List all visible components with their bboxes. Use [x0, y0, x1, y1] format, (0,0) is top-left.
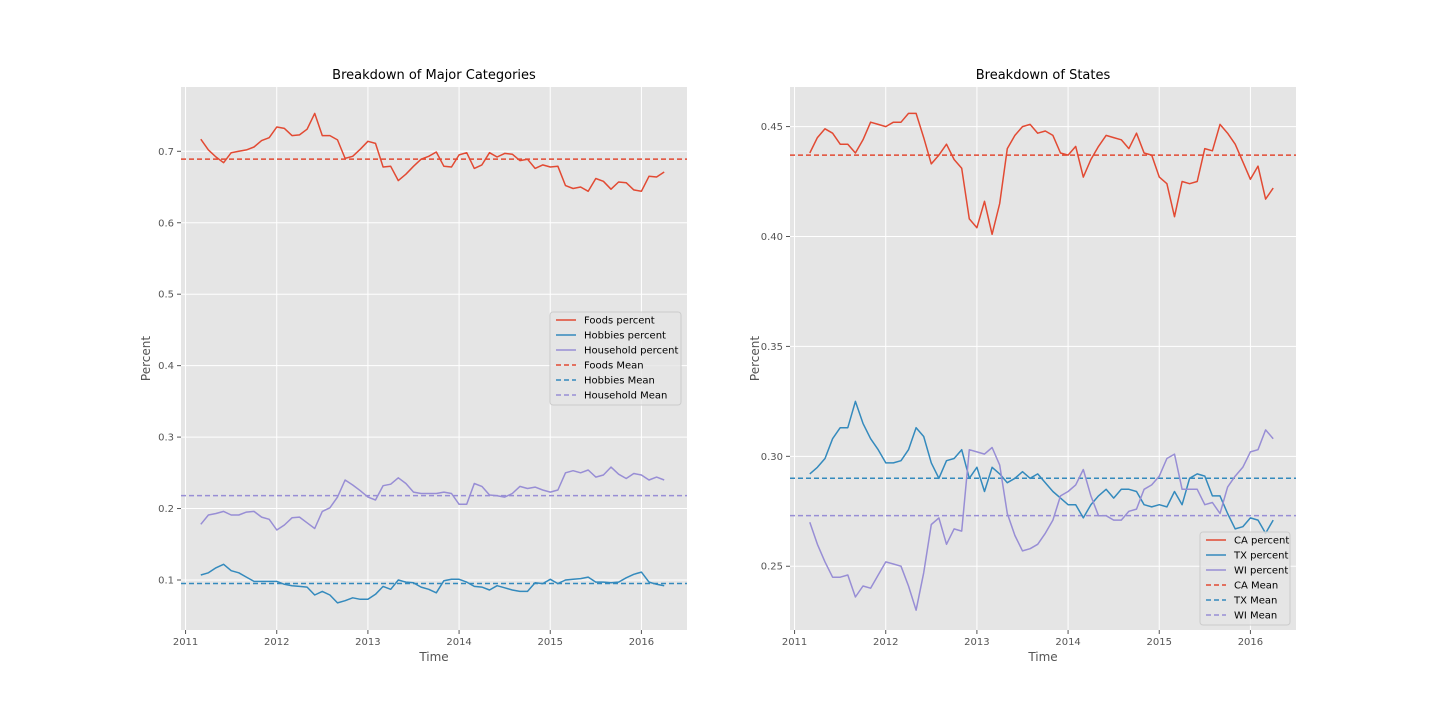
legend-label: Foods percent [584, 316, 655, 327]
x-tick-label: 2012 [873, 637, 898, 648]
series-line-2 [809, 400, 1274, 535]
x-axis-label: Time [418, 650, 448, 664]
legend-label: CA percent [1234, 536, 1289, 547]
y-tick-label: 0.7 [158, 147, 174, 158]
y-tick-label: 0.25 [761, 562, 783, 573]
legend-label: CA Mean [1234, 581, 1278, 592]
x-tick-label: 2013 [964, 637, 989, 648]
y-tick-label: 0.6 [158, 218, 174, 229]
y-axis-label: Percent [748, 336, 762, 381]
y-tick-label: 0.5 [158, 290, 174, 301]
chart-title: Breakdown of States [976, 68, 1111, 83]
chart-panel-1: 0.1 0.2 0.3 0.4 0.5 0.6 0.7 2011 2012 2013 2014 201… [139, 68, 687, 664]
x-tick-label: 2014 [1055, 637, 1080, 648]
legend-label: Foods Mean [584, 361, 644, 372]
legend-label: WI Mean [1234, 611, 1277, 622]
x-axis-label: Time [1027, 650, 1057, 664]
legend-label: Household percent [584, 346, 678, 357]
x-tick-label: 2012 [264, 637, 289, 648]
legend-label: WI percent [1234, 566, 1288, 577]
x-tick-label: 2011 [173, 637, 198, 648]
y-tick-label: 0.2 [158, 504, 174, 515]
series-line-1 [809, 112, 1274, 236]
y-tick-label: 0.1 [158, 575, 174, 586]
legend-label: Household Mean [584, 391, 667, 402]
x-tick-label: 2013 [355, 637, 380, 648]
series-line-1 [200, 112, 665, 193]
y-tick-label: 0.3 [158, 433, 174, 444]
x-tick-label: 2011 [782, 637, 807, 648]
legend: Foods percent Hobbies percent Household pe… [549, 311, 682, 406]
y-axis-label: Percent [139, 336, 153, 381]
y-tick-label: 0.45 [761, 122, 783, 133]
x-tick-label: 2016 [1238, 637, 1263, 648]
chart-panel-2: 0.25 0.30 0.35 0.40 0.45 2011 2012 2013 2014 2015… [748, 68, 1296, 664]
legend-label: TX Mean [1233, 596, 1277, 607]
x-tick-label: 2016 [629, 637, 654, 648]
legend-label: Hobbies Mean [584, 376, 655, 387]
chart-title: Breakdown of Major Categories [332, 68, 536, 83]
x-tick-label: 2015 [538, 637, 563, 648]
legend-label: TX percent [1233, 551, 1289, 562]
x-tick-label: 2014 [446, 637, 471, 648]
series-line-3 [200, 466, 665, 531]
x-tick-label: 2015 [1147, 637, 1172, 648]
legend-label: Hobbies percent [584, 331, 666, 342]
series-line-2 [200, 563, 665, 604]
y-tick-label: 0.4 [158, 361, 174, 372]
legend-box [549, 311, 682, 406]
y-tick-label: 0.30 [761, 452, 783, 463]
y-tick-label: 0.40 [761, 232, 783, 243]
series-line-3 [809, 429, 1274, 611]
y-tick-label: 0.35 [761, 342, 783, 353]
legend: CA percent TX percent WI percent CA Mean TX … [1199, 531, 1291, 626]
